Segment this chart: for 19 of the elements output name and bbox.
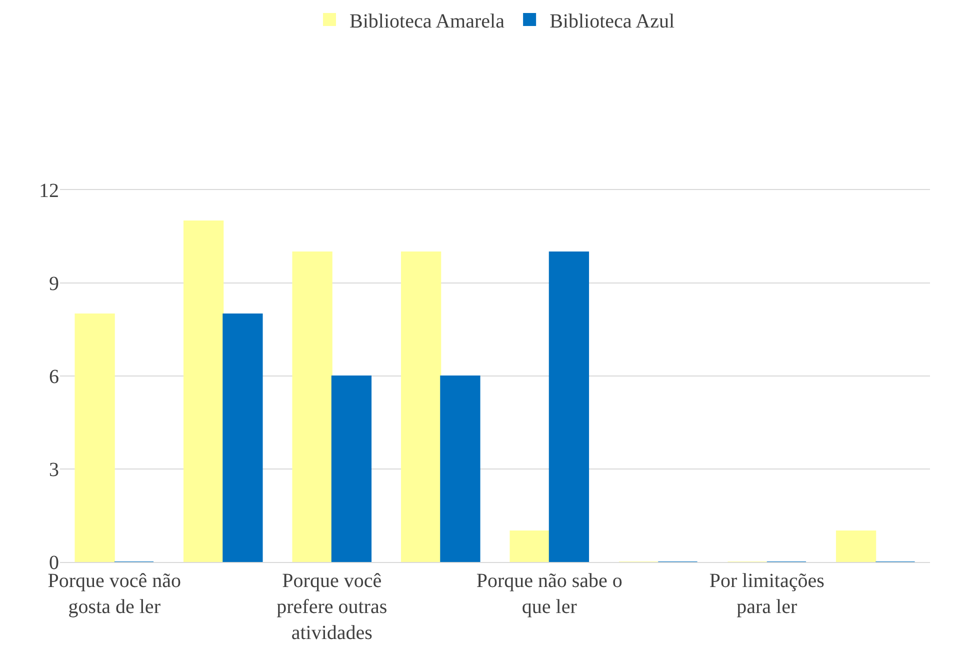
bar (74, 314, 115, 562)
x-tick-label: Porque não sabe o que ler (476, 570, 622, 618)
bar (836, 530, 876, 562)
y-tick-label: 12 (39, 180, 59, 202)
y-tick-label: 6 (49, 366, 59, 388)
x-tick-label: Porque você prefere outras atividades (276, 570, 388, 644)
y-tick-label: 9 (49, 273, 59, 295)
bar (400, 252, 442, 562)
bar (510, 530, 550, 562)
bar (222, 314, 263, 562)
bar (440, 376, 480, 562)
bar (331, 376, 372, 562)
bar (548, 252, 590, 562)
y-tick-label: 3 (49, 459, 59, 481)
legend-label: Biblioteca Amarela (350, 10, 505, 32)
bar (183, 220, 224, 562)
x-tick-label: Por limitações para ler (709, 570, 825, 618)
legend-label: Biblioteca Azul (550, 10, 675, 32)
bar (292, 252, 332, 562)
